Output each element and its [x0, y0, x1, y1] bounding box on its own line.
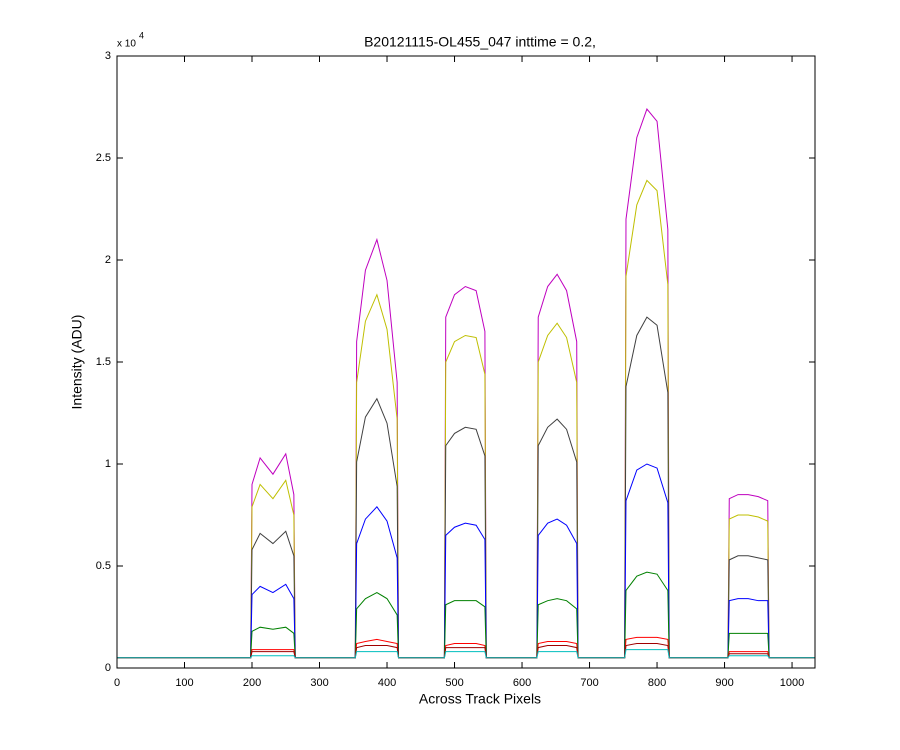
y-multiplier-exponent: 4	[139, 30, 144, 40]
x-tick-label: 100	[175, 677, 193, 689]
x-tick-label: 200	[243, 677, 261, 689]
x-tick-label: 600	[513, 677, 531, 689]
lines	[117, 108, 815, 659]
y-axis-label: Intensity (ADU)	[69, 315, 85, 410]
y-tick-label: 1	[105, 458, 111, 470]
x-tick-label: 0	[114, 677, 120, 689]
y-tick-label: 3	[105, 50, 111, 62]
x-tick-label: 900	[715, 677, 733, 689]
plot-area	[117, 56, 815, 668]
x-tick-label: 1000	[780, 677, 804, 689]
x-tick-label: 700	[580, 677, 598, 689]
x-tick-label: 500	[445, 677, 463, 689]
y-tick-label: 2	[105, 254, 111, 266]
series-line	[117, 649, 815, 659]
x-tick-label: 800	[648, 677, 666, 689]
x-tick-label: 300	[310, 677, 328, 689]
x-axis-label: Across Track Pixels	[419, 691, 541, 707]
y-multiplier: x 10	[117, 39, 136, 50]
y-tick-label: 0	[105, 662, 111, 674]
chart-title: B20121115-OL455_047 inttime = 0.2,	[364, 34, 596, 50]
y-tick-label: 2.5	[96, 152, 111, 164]
y-tick-label: 0.5	[96, 560, 111, 572]
x-tick-label: 400	[378, 677, 396, 689]
y-tick-label: 1.5	[96, 356, 111, 368]
